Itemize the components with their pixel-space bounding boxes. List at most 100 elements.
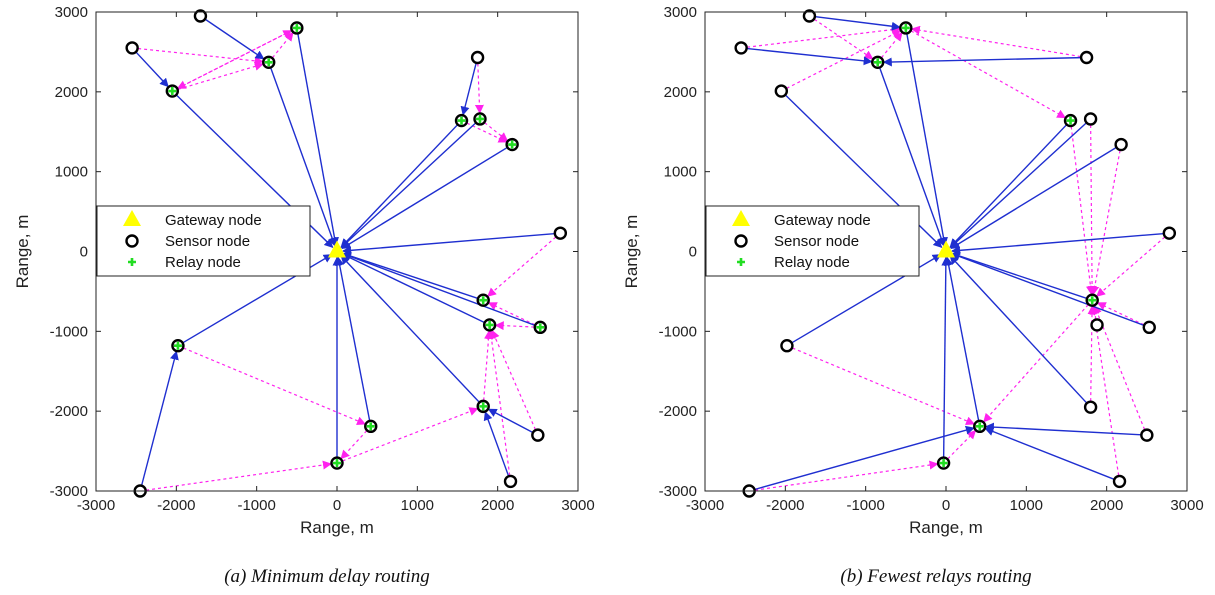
relay-node: [479, 296, 488, 305]
legend-entries: Gateway node Sensor node Relay node: [123, 209, 262, 271]
legend-relay-marker: [128, 257, 136, 266]
magenta-link: [905, 27, 1067, 119]
relay-node: [485, 320, 494, 329]
magenta-link: [474, 57, 484, 114]
blue-link: [950, 143, 1122, 249]
blue-link: [200, 15, 265, 60]
blue-link: [341, 252, 541, 328]
relay-node: [168, 87, 177, 96]
x-tick-label: 2000: [481, 497, 514, 514]
blue-link: [296, 27, 339, 247]
relay-node: [366, 422, 375, 431]
magenta-link: [482, 330, 494, 407]
sensor-node: [503, 474, 518, 489]
relay-node: [292, 23, 301, 32]
blue-link: [483, 411, 512, 482]
blue-link: [941, 256, 951, 464]
magenta-link: [461, 120, 508, 143]
blue-link: [460, 57, 479, 116]
sensor-node: [780, 339, 794, 353]
y-tick-label: -1000: [50, 323, 88, 340]
sensor-node: [193, 9, 208, 23]
y-tick-label: 1000: [664, 164, 697, 181]
y-tick-label: -2000: [50, 403, 88, 420]
magenta-link: [140, 460, 332, 492]
magenta-link: [487, 330, 512, 482]
legend: Gateway node Sensor node Relay node: [705, 205, 920, 277]
blue-link: [139, 350, 179, 492]
magenta-link: [494, 321, 541, 331]
x-tick-label: 1000: [401, 497, 434, 514]
magenta-link: [1096, 302, 1150, 328]
blue-link: [131, 47, 169, 88]
nodes-layer: [734, 9, 1177, 498]
sensor-node: [1162, 226, 1177, 240]
legend-label: Sensor node: [774, 233, 859, 250]
blue-link: [487, 408, 539, 436]
magenta-link: [943, 429, 977, 464]
magenta-link: [1096, 232, 1170, 297]
panel-fewest-relays: -3000 -2000 -1000 0 1000 2000 3000 -3000 -2000 -1…: [622, 4, 1204, 587]
magenta-link: [741, 25, 901, 49]
y-tick-label: 3000: [55, 4, 88, 21]
x-tick-label: 2000: [1090, 497, 1123, 514]
x-tick-label: 0: [333, 497, 341, 514]
ticks-layer: -3000 -2000 -1000 0 1000 2000 3000 -3000 -2000 -1…: [659, 4, 1204, 514]
magenta-link: [491, 329, 539, 436]
magenta-link: [177, 345, 367, 426]
blue-link: [341, 143, 513, 249]
sensor-node: [734, 41, 748, 55]
relay-node: [975, 422, 984, 431]
blue-link: [950, 252, 1150, 328]
legend-entries: Gateway node Sensor node Relay node: [732, 209, 871, 271]
sensor-node: [553, 226, 568, 240]
relay-node: [536, 323, 545, 332]
legend-sensor-marker: [125, 234, 139, 248]
magenta-link: [749, 460, 939, 492]
blue-link: [984, 427, 1120, 483]
magenta-link: [786, 345, 976, 426]
magenta-link: [781, 30, 902, 92]
sensor-node: [470, 50, 485, 65]
gateway-node: [328, 240, 346, 258]
y-tick-label: -2000: [659, 403, 697, 420]
relay-node: [475, 114, 484, 123]
relay-node: [508, 140, 517, 149]
relay-node: [173, 341, 182, 350]
blue-link: [340, 255, 484, 407]
y-tick-label: 2000: [55, 84, 88, 101]
relay-node: [264, 58, 273, 67]
sensor-node: [1142, 320, 1156, 335]
x-tick-label: -3000: [686, 497, 724, 514]
sensor-node: [1140, 428, 1154, 442]
legend-sensor-marker: [734, 234, 748, 248]
x-tick-label: 1000: [1010, 497, 1043, 514]
sensor-node: [1083, 112, 1098, 126]
legend-gateway-marker: [123, 209, 141, 226]
x-tick-label: -2000: [157, 497, 195, 514]
x-tick-label: -2000: [766, 497, 804, 514]
relay-node: [939, 459, 948, 468]
magenta-link: [132, 47, 264, 66]
blue-link: [809, 15, 901, 31]
sensor-node: [1112, 474, 1127, 489]
legend-label: Relay node: [774, 254, 850, 271]
relay-node: [1088, 296, 1097, 305]
blue-link: [877, 62, 946, 247]
y-tick-label: -3000: [50, 483, 88, 500]
legend-gateway-marker: [732, 209, 750, 226]
sensor-node: [1079, 50, 1094, 65]
blue-link: [949, 118, 1092, 249]
magenta-link: [172, 62, 264, 92]
y-tick-label: 2000: [664, 84, 697, 101]
x-tick-label: -3000: [77, 497, 115, 514]
legend-relay-marker: [737, 257, 745, 266]
relay-node: [901, 23, 910, 32]
y-tick-label: -3000: [659, 483, 697, 500]
sensor-node: [1083, 400, 1098, 414]
relay-node: [457, 116, 466, 125]
sensor-node: [531, 428, 545, 442]
blue-link: [340, 120, 463, 248]
magenta-link: [1087, 118, 1097, 296]
